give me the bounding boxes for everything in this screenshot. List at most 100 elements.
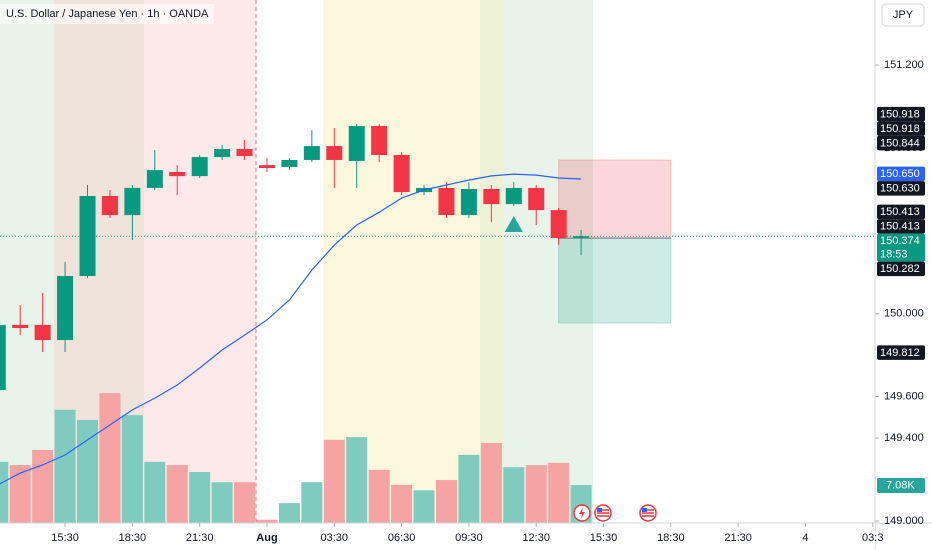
target-zone bbox=[558, 237, 672, 324]
candle-body bbox=[124, 187, 141, 216]
volume-pane bbox=[0, 393, 592, 523]
event-icon-glyph bbox=[642, 508, 647, 512]
y-tick-label: 151.200 bbox=[884, 59, 924, 71]
price-badge bbox=[877, 204, 925, 220]
event-icon-glyph bbox=[579, 507, 585, 519]
volume-bar bbox=[525, 465, 547, 523]
price-badge-label: 150.650 bbox=[880, 168, 920, 180]
volume-bar bbox=[54, 409, 76, 523]
x-tick-label: 06:30 bbox=[388, 532, 416, 544]
volume-bar bbox=[32, 450, 54, 523]
title-bg bbox=[0, 4, 214, 24]
volume-bar bbox=[144, 461, 166, 523]
event-icon-glyph bbox=[597, 508, 602, 512]
currency-label[interactable]: JPY bbox=[893, 9, 914, 21]
price-badge-label: 150.630 bbox=[880, 183, 920, 195]
signal-triangle bbox=[504, 216, 523, 233]
x-tick-label: 15:30 bbox=[51, 532, 79, 544]
candle-body bbox=[0, 324, 6, 390]
volume-bar bbox=[346, 437, 368, 523]
moving-average bbox=[0, 173, 582, 485]
candle-body bbox=[101, 196, 118, 216]
volume-bar bbox=[0, 461, 9, 523]
price-badge bbox=[877, 345, 925, 360]
volume-badge-label: 7.08K bbox=[886, 479, 915, 491]
candle-body bbox=[303, 146, 320, 160]
chart-title: U.S. Dollar / Japanese Yen · 1h · OANDA bbox=[6, 8, 209, 20]
price-badge bbox=[877, 106, 925, 122]
candle-body bbox=[371, 125, 388, 155]
candle-body bbox=[191, 157, 208, 177]
x-tick-label: 18:30 bbox=[119, 532, 147, 544]
session-band bbox=[144, 0, 256, 523]
candle-body bbox=[483, 188, 500, 205]
candle-body bbox=[236, 148, 253, 157]
volume-bar bbox=[99, 393, 121, 523]
candle-body bbox=[281, 159, 298, 168]
y-tick-label: 150.000 bbox=[884, 308, 924, 320]
candle-body bbox=[57, 276, 74, 341]
candle-body bbox=[348, 125, 365, 162]
candle-body bbox=[34, 324, 51, 341]
candle-body bbox=[146, 170, 163, 188]
candle-body bbox=[258, 165, 275, 169]
event-icons bbox=[573, 504, 657, 522]
price-pane bbox=[0, 124, 875, 485]
candle-body bbox=[12, 324, 29, 329]
volume-bar bbox=[211, 482, 233, 523]
session-backgrounds bbox=[0, 0, 593, 523]
price-badge bbox=[877, 219, 925, 234]
stop-zone bbox=[558, 159, 672, 239]
candle-body bbox=[505, 187, 522, 205]
price-badge-label: 149.812 bbox=[880, 347, 920, 359]
y-tick-label: 149.400 bbox=[884, 432, 924, 444]
x-tick-label: 15:30 bbox=[590, 532, 618, 544]
candle-body bbox=[528, 187, 545, 211]
x-tick-label: 18:30 bbox=[657, 532, 685, 544]
y-tick-label: 149.600 bbox=[884, 391, 924, 403]
price-badge-label: 150.413 bbox=[880, 206, 920, 218]
x-tick-label: 03:3 bbox=[862, 532, 883, 544]
candle-body bbox=[550, 210, 567, 239]
volume-bar bbox=[234, 482, 256, 523]
candle-body bbox=[393, 154, 410, 193]
volume-badge bbox=[877, 478, 925, 494]
position-tool bbox=[558, 159, 672, 324]
volume-bar bbox=[480, 443, 502, 523]
candle-body bbox=[460, 188, 477, 216]
currency-button[interactable] bbox=[881, 3, 925, 27]
volume-bar bbox=[121, 415, 143, 523]
x-tick-label: 09:30 bbox=[455, 532, 483, 544]
price-badge-label: 150.844 bbox=[880, 137, 920, 149]
candle-body bbox=[79, 196, 96, 277]
price-badge bbox=[877, 233, 925, 262]
candle-body bbox=[573, 236, 590, 239]
candle-body bbox=[438, 187, 455, 216]
volume-bar bbox=[189, 472, 211, 523]
time-axis bbox=[0, 523, 875, 550]
axes: 151.200150.800150.000149.600149.400149.0… bbox=[51, 59, 925, 544]
price-badge bbox=[877, 121, 925, 136]
volume-bar bbox=[301, 482, 323, 523]
volume-bar bbox=[458, 454, 480, 523]
price-badge-label: 150.282 bbox=[880, 263, 920, 275]
y-tick-label: 149.000 bbox=[884, 515, 924, 527]
candle-body bbox=[169, 171, 186, 177]
x-tick-label: 21:30 bbox=[724, 532, 752, 544]
x-tick-label: 4 bbox=[802, 532, 808, 544]
price-badge bbox=[877, 135, 925, 151]
volume-bar bbox=[323, 439, 345, 523]
volume-bar bbox=[435, 480, 457, 523]
x-tick-label: 03:30 bbox=[321, 532, 349, 544]
volume-bar bbox=[548, 462, 570, 523]
candle-body bbox=[214, 148, 231, 158]
session-band bbox=[0, 0, 54, 523]
price-badge-label: 150.374 bbox=[880, 235, 920, 247]
volume-bar bbox=[368, 469, 390, 523]
price-badge bbox=[877, 181, 925, 196]
volume-bar bbox=[256, 519, 278, 523]
volume-bar bbox=[278, 503, 300, 523]
session-band bbox=[503, 0, 593, 523]
x-tick-label: 12:30 bbox=[522, 532, 550, 544]
